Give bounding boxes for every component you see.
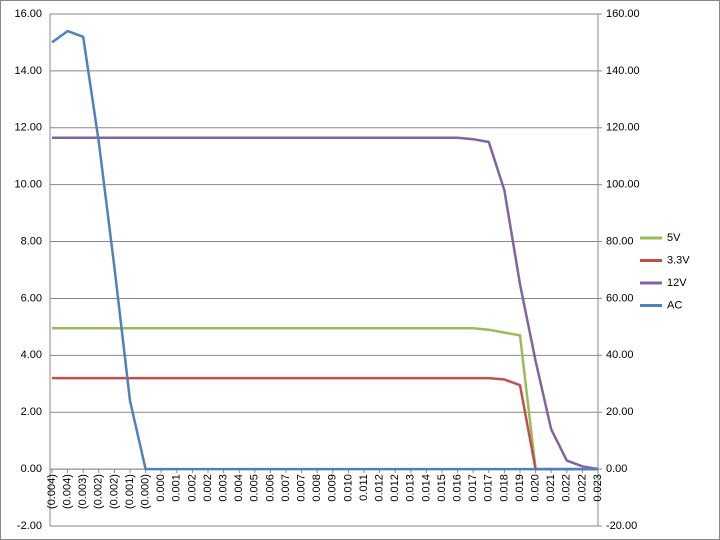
x-tick-label: 0.012 — [374, 474, 386, 502]
x-tick-label: 0.018 — [498, 474, 510, 502]
x-tick-label: 0.002 — [186, 474, 198, 502]
x-tick-label: 0.009 — [327, 474, 339, 502]
x-tick-label: 0.013 — [405, 474, 417, 502]
legend-label: 3.3V — [667, 254, 690, 266]
y-tick-label: 8.00 — [21, 235, 42, 247]
y-tick-label: 0.00 — [21, 463, 42, 475]
x-tick-label: 0.006 — [264, 474, 276, 502]
x-tick-label: 0.020 — [530, 474, 542, 502]
x-tick-label: 0.003 — [218, 474, 230, 502]
y-tick-label: 6.00 — [21, 292, 42, 304]
x-tick-label: (0.001) — [124, 474, 136, 509]
x-tick-label: 0.023 — [592, 474, 604, 502]
x-tick-label: 0.016 — [452, 474, 464, 502]
x-tick-label: 0.012 — [389, 474, 401, 502]
x-tick-label: (0.002) — [108, 474, 120, 509]
x-tick-label: (0.002) — [93, 474, 105, 509]
x-tick-label: 0.002 — [202, 474, 214, 502]
legend-label: 5V — [667, 232, 681, 244]
x-tick-label: 0.017 — [483, 474, 495, 502]
x-tick-label: (0.004) — [46, 474, 58, 509]
x-tick-label: 0.019 — [514, 474, 526, 502]
x-tick-label: (0.000) — [140, 474, 152, 509]
x-tick-label: 0.021 — [545, 474, 557, 502]
y-tick-label: 16.00 — [14, 8, 42, 20]
y-tick-label: -2.00 — [17, 520, 42, 532]
x-tick-label: 0.022 — [576, 474, 588, 502]
x-tick-label: 0.008 — [311, 474, 323, 502]
y-tick-label: 10.00 — [14, 179, 42, 191]
y2-tick-label: -20.00 — [606, 520, 637, 532]
x-tick-label: 0.005 — [249, 474, 261, 502]
y2-tick-label: 20.00 — [606, 406, 634, 418]
x-tick-label: 0.007 — [280, 474, 292, 502]
y2-tick-label: 160.00 — [606, 8, 640, 20]
y2-tick-label: 40.00 — [606, 349, 634, 361]
x-tick-label: 0.014 — [420, 474, 432, 502]
y-tick-label: 14.00 — [14, 65, 42, 77]
x-tick-label: 0.004 — [233, 474, 245, 502]
series-line — [52, 327, 598, 471]
y-tick-label: 4.00 — [21, 349, 42, 361]
y-tick-label: 2.00 — [21, 406, 42, 418]
series-line — [51, 29, 598, 471]
x-tick-label: (0.003) — [77, 474, 89, 509]
y-tick-label: 12.00 — [14, 122, 42, 134]
y2-tick-label: 140.00 — [606, 65, 640, 77]
legend-label: AC — [667, 299, 682, 311]
x-tick-label: 0.010 — [342, 474, 354, 502]
x-tick-label: 0.001 — [171, 474, 183, 502]
y2-tick-label: 120.00 — [606, 122, 640, 134]
x-tick-label: 0.007 — [296, 474, 308, 502]
x-tick-label: 0.017 — [467, 474, 479, 502]
y2-tick-label: 100.00 — [606, 179, 640, 191]
series-line — [52, 136, 599, 471]
x-tick-label: 0.011 — [358, 474, 370, 501]
x-tick-label: 0.022 — [561, 474, 573, 502]
y2-tick-label: 0.00 — [606, 463, 627, 475]
y2-tick-label: 60.00 — [606, 292, 634, 304]
legend-label: 12V — [667, 277, 687, 289]
series-line — [52, 376, 598, 471]
x-tick-label: (0.004) — [62, 474, 74, 509]
x-tick-label: 0.015 — [436, 474, 448, 502]
x-tick-label: 0.000 — [155, 474, 167, 502]
y2-tick-label: 80.00 — [606, 235, 634, 247]
